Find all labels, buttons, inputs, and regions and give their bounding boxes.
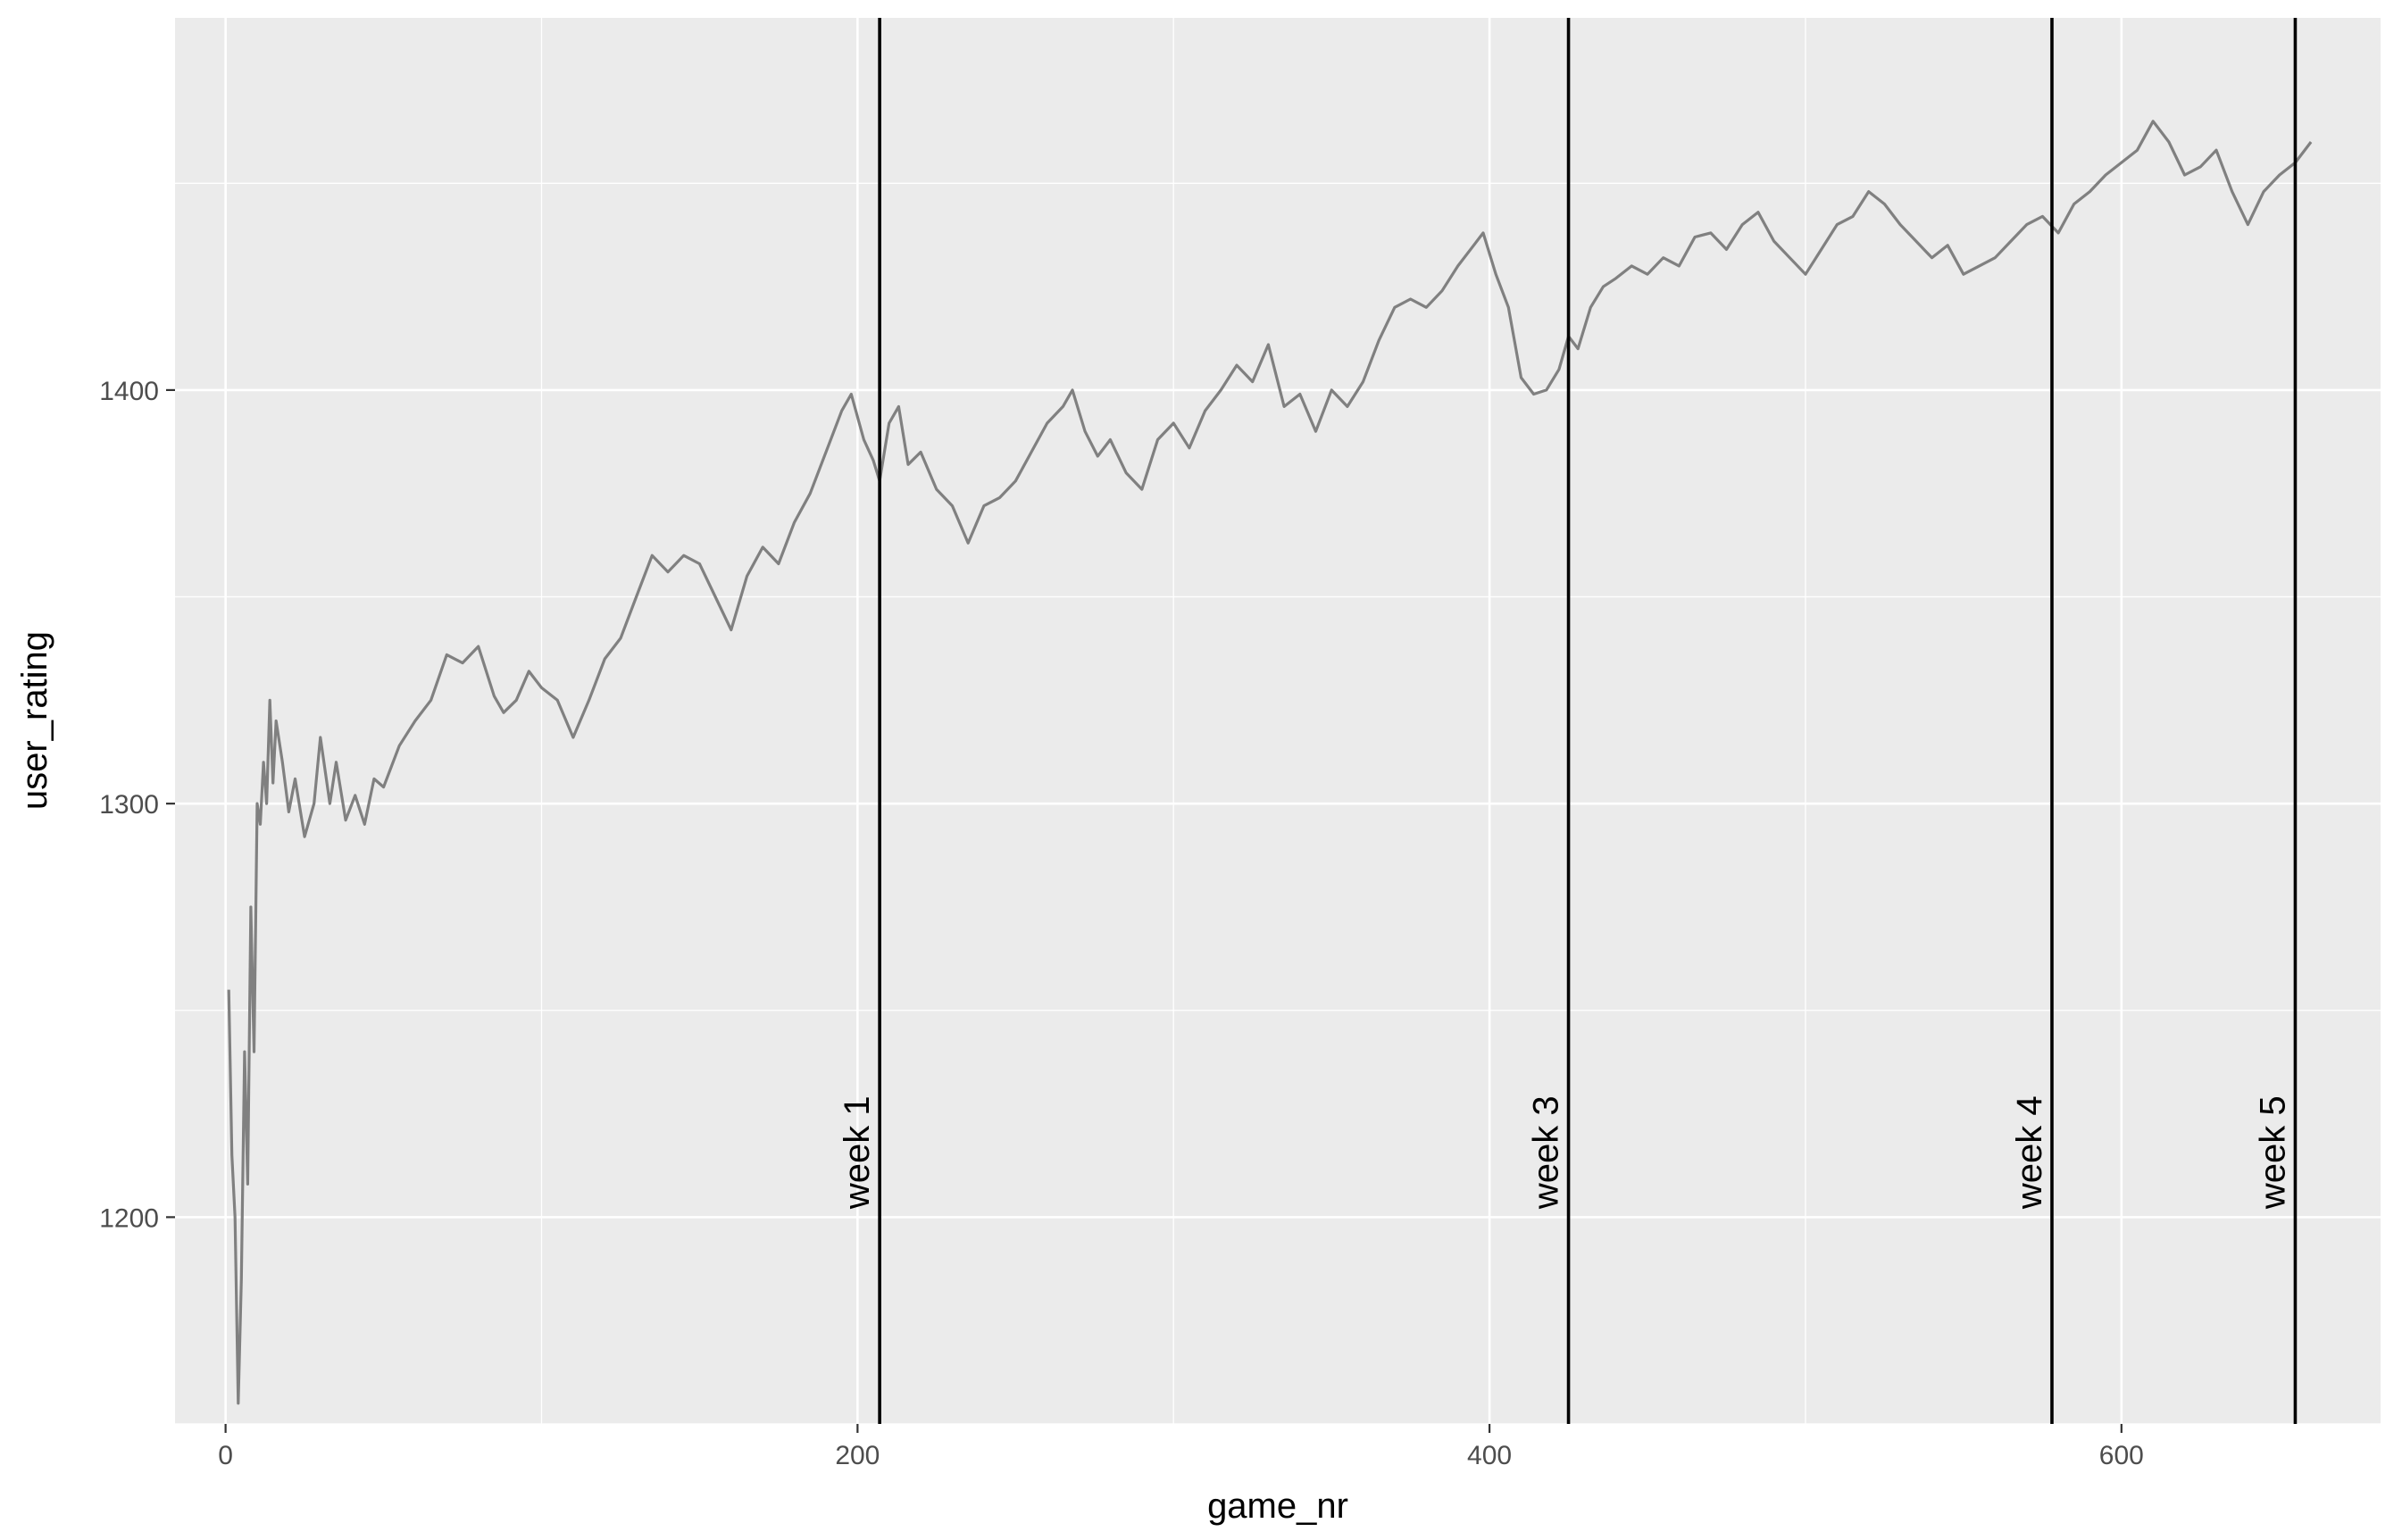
week-marker-label: week 5 (2254, 1095, 2293, 1210)
y-axis-title: user_rating (15, 631, 54, 810)
y-tick-label: 1400 (99, 377, 159, 406)
x-tick-label: 200 (835, 1441, 880, 1470)
y-tick-label: 1300 (99, 790, 159, 820)
rating-series-line (227, 120, 2313, 1405)
x-tick-label: 400 (1467, 1441, 1512, 1470)
plot-panel (175, 18, 2381, 1424)
major-gridlines (175, 18, 2381, 1424)
x-tick-label: 600 (2099, 1441, 2144, 1470)
x-tick-label: 0 (218, 1441, 233, 1470)
x-axis-ticks: 0 200 400 600 (218, 1424, 2144, 1470)
minor-gridlines (175, 18, 2381, 1425)
week-marker-label: week 4 (2010, 1095, 2049, 1210)
week-marker-label: week 3 (1527, 1095, 1566, 1210)
y-tick-label: 1200 (99, 1203, 159, 1233)
x-axis-title: game_nr (1207, 1486, 1348, 1526)
y-axis-ticks: 1200 1300 1400 (99, 377, 175, 1233)
week-markers: week 1 week 3 week 4 week 5 (838, 18, 2298, 1424)
week-marker-label: week 1 (838, 1095, 877, 1210)
